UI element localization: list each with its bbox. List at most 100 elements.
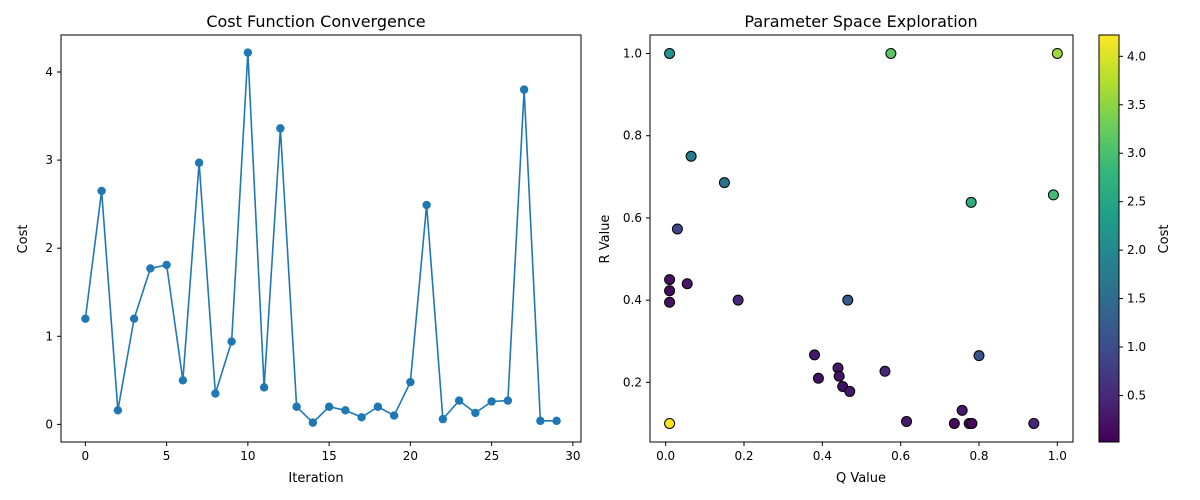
left-x-tick-label: 10 (240, 449, 255, 463)
cost-point (276, 124, 285, 133)
left-y-ticks: 0 1 2 3 4 (45, 65, 61, 431)
cost-point (178, 376, 188, 385)
left-x-tick-label: 0 (82, 449, 90, 463)
scatter-point (965, 196, 977, 208)
left-y-axis-label: Cost (16, 225, 31, 254)
scatter-point (879, 365, 891, 377)
scatter-points (664, 48, 1063, 429)
scatter-point (664, 418, 676, 429)
right-x-tick-label: 0.6 (891, 449, 910, 463)
cost-point (97, 186, 106, 196)
scatter-point (664, 48, 676, 59)
cost-point (503, 396, 513, 405)
cost-point (406, 377, 415, 387)
colorbar-label: Cost (1157, 225, 1172, 254)
left-y-tick-label: 4 (45, 65, 53, 79)
cost-point (536, 416, 545, 426)
scatter-point (718, 177, 730, 189)
scatter-point (842, 294, 854, 306)
cost-point (454, 396, 464, 405)
cost-point (211, 389, 220, 398)
colorbar-tick-label: 2.5 (1127, 195, 1146, 209)
scatter-point (973, 350, 985, 362)
scatter-point (966, 418, 978, 429)
scatter-point (809, 349, 820, 361)
left-x-tick-label: 20 (403, 449, 418, 463)
parameter-space-chart: Parameter Space Exploration Q Value R Va… (598, 12, 1172, 486)
right-x-tick-label: 1.0 (1048, 449, 1067, 463)
scatter-point (681, 278, 693, 290)
left-x-ticks: 0 5 10 15 20 25 30 (82, 442, 581, 463)
cost-point (194, 158, 204, 167)
colorbar-tick-label: 1.0 (1127, 340, 1146, 354)
right-x-ticks: 0.0 0.2 0.4 0.6 0.8 1.0 (656, 442, 1067, 463)
colorbar-tick-label: 3.5 (1127, 98, 1146, 112)
colorbar-tick-label: 3.0 (1127, 146, 1146, 160)
colorbar-tick-label: 0.5 (1127, 388, 1146, 402)
colorbar-frame (1098, 34, 1120, 443)
left-y-tick-label: 1 (45, 329, 53, 343)
colorbar-tick-label: 4.0 (1127, 49, 1146, 63)
left-chart-title: Cost Function Convergence (206, 12, 425, 31)
cost-point (341, 406, 350, 415)
scatter-point (1051, 48, 1063, 59)
scatter-point (732, 294, 744, 306)
cost-point (471, 408, 480, 418)
left-y-tick-label: 2 (45, 241, 53, 255)
right-y-tick-label: 0.2 (623, 375, 642, 389)
right-y-tick-label: 0.4 (623, 293, 642, 307)
cost-point (113, 406, 123, 415)
colorbar-tick-label: 2.0 (1127, 243, 1146, 257)
cost-point (81, 314, 90, 323)
cost-series (81, 48, 561, 427)
scatter-point (685, 150, 697, 162)
cost-point (243, 48, 253, 57)
left-x-tick-label: 15 (321, 449, 336, 463)
scatter-point (812, 372, 824, 384)
left-x-tick-label: 25 (484, 449, 499, 463)
left-y-tick-label: 0 (45, 417, 53, 431)
colorbar-tick-label: 1.5 (1127, 292, 1146, 306)
left-x-axis-label: Iteration (288, 471, 343, 486)
scatter-point (664, 274, 676, 286)
cost-point (487, 397, 496, 406)
cost-point (227, 337, 236, 346)
left-x-tick-label: 30 (565, 449, 580, 463)
cost-convergence-chart: Cost Function Convergence Iteration Cost… (16, 12, 582, 486)
cost-point (373, 402, 383, 411)
cost-point (308, 418, 318, 427)
cost-point (324, 402, 334, 411)
right-x-tick-label: 0.8 (969, 449, 988, 463)
scatter-point (885, 48, 897, 59)
scatter-point (956, 404, 968, 416)
scatter-point (844, 385, 856, 397)
cost-point (259, 383, 269, 392)
right-plot-area (649, 34, 1074, 443)
cost-point (146, 264, 155, 273)
right-y-axis-label: R Value (598, 215, 613, 264)
scatter-point (671, 223, 683, 235)
right-chart-title: Parameter Space Exploration (744, 12, 977, 31)
scatter-point (1028, 418, 1040, 429)
scatter-point (948, 418, 960, 429)
colorbar-ticks: 0.5 1.0 1.5 2.0 2.5 3.0 3.5 4.0 (1119, 49, 1146, 402)
right-x-tick-label: 0.0 (656, 449, 675, 463)
right-x-tick-label: 0.4 (813, 449, 832, 463)
right-y-ticks: 0.2 0.4 0.6 0.8 1.0 (623, 47, 650, 389)
cost-point (292, 402, 301, 411)
scatter-point (664, 285, 676, 297)
cost-point (162, 260, 171, 270)
right-y-tick-label: 0.8 (623, 129, 642, 143)
right-y-tick-label: 1.0 (623, 47, 642, 61)
scatter-point (901, 415, 913, 427)
right-x-tick-label: 0.2 (734, 449, 753, 463)
cost-point (438, 414, 448, 424)
cost-point (552, 416, 561, 426)
cost-point (389, 411, 399, 420)
left-y-tick-label: 3 (45, 153, 53, 167)
scatter-point (833, 370, 845, 382)
left-x-tick-label: 5 (163, 449, 171, 463)
cost-point (422, 200, 431, 210)
scatter-point (1047, 189, 1059, 201)
colorbar-gradient (1099, 35, 1119, 442)
